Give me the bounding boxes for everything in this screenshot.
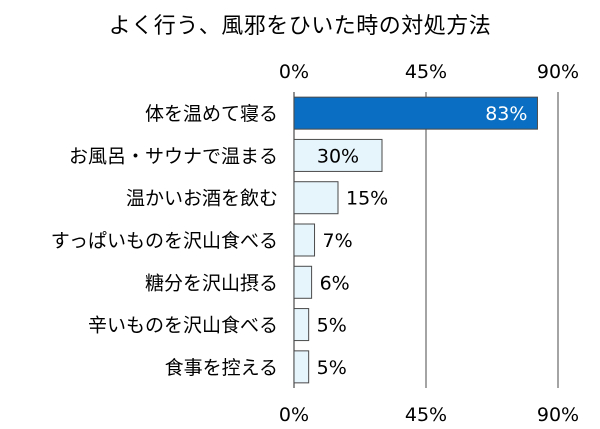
category-label-6: 食事を控える [165, 357, 278, 379]
bar-5 [293, 308, 310, 342]
value-label-6: 5% [317, 357, 347, 379]
category-label-1: お風呂・サウナで温まる [69, 145, 278, 167]
value-label-3: 7% [323, 230, 353, 252]
category-label-3: すっぱいものを沢山食べる [51, 230, 278, 252]
bar-6 [293, 350, 310, 384]
x-tick-label-top-1: 45% [405, 61, 447, 83]
chart-title: よく行う、風邪をひいた時の対処方法 [108, 14, 492, 39]
bar-0 [293, 96, 538, 130]
value-label-1: 30% [317, 145, 359, 167]
value-label-5: 5% [317, 315, 347, 337]
category-label-0: 体を温めて寝る [145, 103, 278, 125]
bar-2 [293, 181, 339, 215]
category-label-5: 辛いものを沢山食べる [88, 315, 278, 337]
x-tick-label-bottom-1: 45% [405, 404, 447, 426]
x-tick-label-bottom-0: 0% [279, 404, 309, 426]
x-tick-label-bottom-2: 90% [537, 404, 579, 426]
category-label-4: 糖分を沢山摂る [145, 272, 278, 294]
bar-3 [293, 223, 316, 257]
bar-4 [293, 265, 313, 299]
bar-1 [293, 138, 383, 172]
value-label-2: 15% [346, 188, 388, 210]
value-label-0: 83% [485, 103, 527, 125]
x-tick-label-top-0: 0% [279, 61, 309, 83]
value-label-4: 6% [320, 272, 350, 294]
x-tick-label-top-2: 90% [537, 61, 579, 83]
category-label-2: 温かいお酒を飲む [126, 188, 278, 210]
